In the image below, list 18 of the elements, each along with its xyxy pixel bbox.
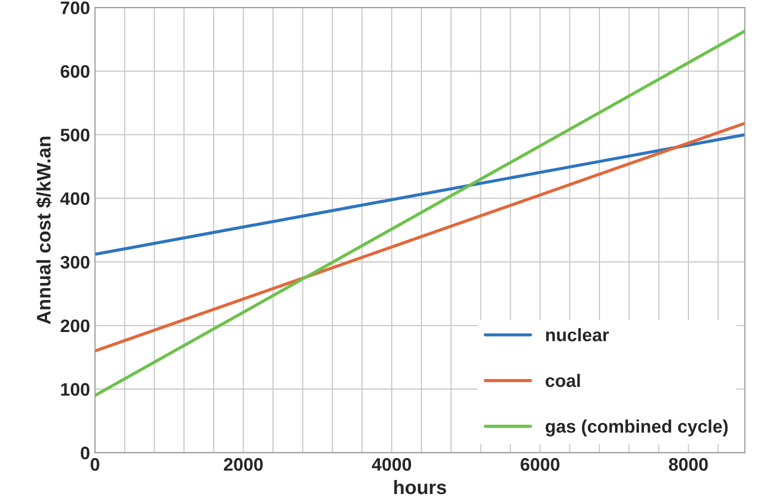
y-tick-label: 300 xyxy=(60,256,90,269)
x-tick-label: 4000 xyxy=(372,458,412,471)
y-tick-label: 400 xyxy=(60,192,90,206)
x-tick-label: 2000 xyxy=(224,458,263,471)
legend-label: gas (combined cycle) xyxy=(546,420,728,436)
x-tick-label: 0 xyxy=(90,458,100,471)
y-tick-label: 600 xyxy=(60,65,90,78)
y-tick-label: 0 xyxy=(80,446,90,460)
legend-label: coal xyxy=(546,374,580,388)
legend-label: nuclear xyxy=(546,328,609,342)
y-tick-label: 100 xyxy=(61,383,90,396)
y-tick-label: 500 xyxy=(60,128,90,142)
x-axis-title: hours xyxy=(394,480,446,494)
y-tick-label: 200 xyxy=(60,319,90,332)
x-tick-label: 8000 xyxy=(668,458,708,471)
x-tick-label: 6000 xyxy=(520,458,560,471)
y-tick-label: 700 xyxy=(60,1,90,14)
y-axis-title: Annual cost $/kW.an xyxy=(36,136,52,324)
